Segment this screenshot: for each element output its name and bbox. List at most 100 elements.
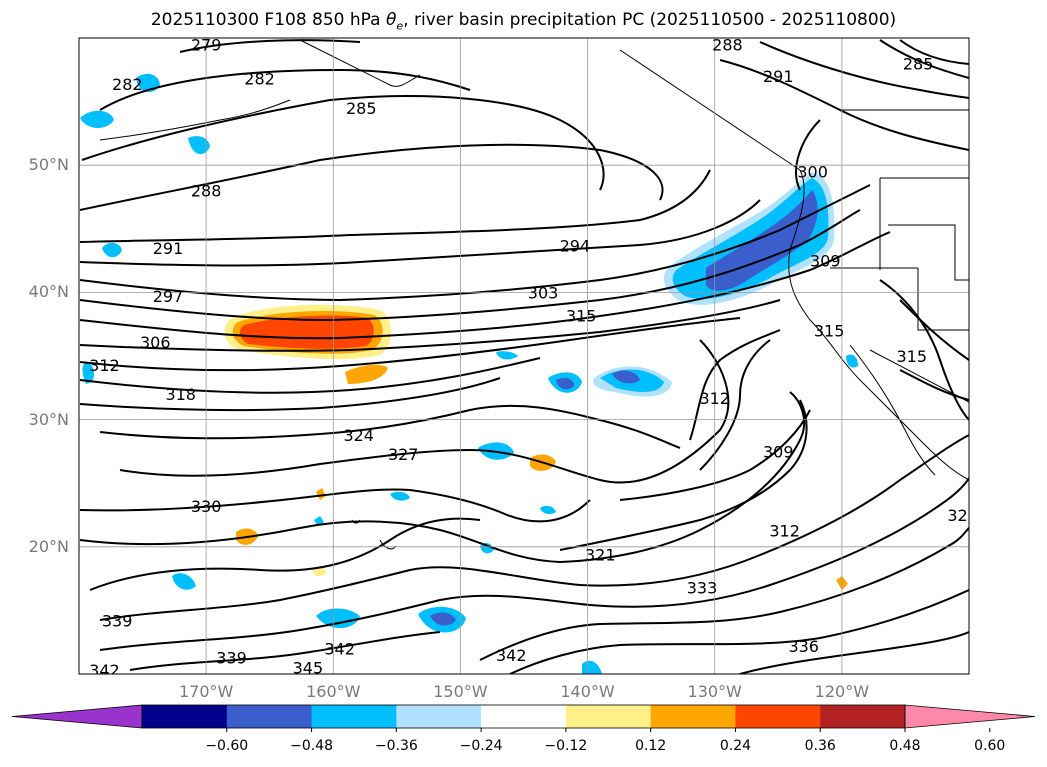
title-prefix: 2025110300 F108 850 hPa (150, 10, 386, 30)
contour-line (899, 369, 969, 401)
contour-label: 330 (191, 497, 222, 516)
coastline-northamerica (788, 169, 969, 481)
graticule (79, 38, 969, 674)
precip-positive-core (239, 315, 374, 349)
title-suffix: , river basin precipitation PC (20251105… (403, 10, 897, 30)
map-frame (78, 37, 970, 675)
contour-line (119, 339, 730, 484)
contour-label: 321 (585, 545, 616, 564)
colorbar-segment (142, 705, 228, 728)
contour-line (79, 199, 761, 267)
contour-label: 282 (244, 70, 275, 89)
colorbar-tick-label: −0.60 (205, 738, 249, 754)
chart-title: 2025110300 F108 850 hPa θe, river basin … (0, 10, 1047, 32)
precip-positive-small (345, 364, 388, 384)
map-plot-area: 279 282 282 285 288 291 294 297 303 306 312 315 318 3… (79, 35, 978, 680)
coastline-hawaii (379, 539, 397, 550)
contour-label: 285 (903, 54, 934, 73)
contour-label: 327 (388, 445, 419, 464)
precip-negative-small (480, 543, 494, 554)
coastline-alaska-panhandle (619, 49, 801, 171)
colorbar-segment (226, 705, 313, 728)
coastline-aleutians (99, 99, 291, 141)
contour-line (79, 299, 781, 352)
contour-line (879, 279, 969, 421)
contour-label: 333 (687, 579, 718, 598)
precip-positive-small (316, 488, 326, 500)
contour-line (759, 41, 969, 99)
contour-label: 279 (191, 35, 222, 54)
colorbar-tick-label: 0.24 (719, 738, 752, 754)
contour-line (899, 39, 969, 65)
contour-label: 297 (153, 287, 184, 306)
contour-labels: 279 282 282 285 288 291 294 297 303 306 312 315 318 3… (89, 35, 978, 680)
contour-label: 291 (153, 239, 184, 258)
coastlines (99, 39, 969, 550)
precip-negative-small (612, 370, 640, 384)
precip-negative-small (82, 361, 95, 384)
precip-negative-small (172, 573, 196, 590)
contour-label: 339 (102, 612, 133, 631)
contour-label: 312 (89, 356, 120, 375)
contour-line (79, 169, 711, 243)
longitude-tick-label: 140°W (560, 682, 615, 701)
contour-line (79, 488, 591, 523)
colorbar-segment (311, 705, 397, 728)
contour-label: 300 (797, 163, 828, 182)
contour-line (479, 527, 969, 661)
latitude-tick-label: 30°N (28, 409, 69, 429)
contour-line (619, 409, 811, 501)
contour-label: 336 (788, 637, 819, 656)
colorbar-segment (565, 705, 652, 728)
contour-label: 282 (112, 75, 143, 94)
contour-line (689, 329, 781, 441)
border-country (869, 349, 969, 403)
latitude-tick-label: 40°N (28, 282, 69, 302)
contour-label: 315 (566, 306, 597, 325)
contour-label: 309 (763, 442, 794, 461)
precip-negative-small (496, 351, 518, 360)
contour-label: 288 (712, 35, 743, 54)
longitude-tick-label: 130°W (687, 682, 742, 701)
contour-label: 342 (89, 661, 120, 680)
colorbar-segment (735, 705, 821, 728)
contour-label: 294 (560, 236, 591, 255)
colorbar-extend-low (11, 704, 143, 729)
contour-line (879, 39, 969, 79)
longitude-tick-label: 150°W (433, 682, 488, 701)
colorbar-tick-label: −0.36 (374, 738, 418, 754)
contour-line (99, 404, 681, 449)
border-state (917, 268, 969, 331)
contour-label: 309 (810, 252, 841, 271)
contour-label: 312 (769, 521, 800, 540)
contour-line (739, 631, 969, 674)
precip-negative-small (80, 110, 114, 128)
precip-negative-small (390, 491, 410, 501)
contour-line (79, 391, 806, 564)
contour-line (99, 434, 969, 621)
precip-negative-core (706, 190, 818, 291)
colorbar-segment (396, 705, 482, 728)
coastline-baja (849, 344, 936, 476)
contour-label: 285 (346, 99, 377, 118)
coastline-hawaii (351, 519, 361, 524)
contour-line (509, 589, 969, 674)
contour-label: 291 (763, 67, 794, 86)
precip-negative-small (102, 242, 122, 258)
contour-label: 324 (947, 506, 978, 525)
border-state (888, 224, 969, 281)
contour-line (79, 377, 501, 412)
colorbar-extend-high (904, 704, 1036, 729)
precip-negative-small (582, 660, 602, 674)
colorbar-segment (820, 705, 906, 728)
contour-label: 288 (191, 182, 222, 201)
contour-line (89, 517, 481, 591)
contour-label: 324 (343, 426, 374, 445)
colorbar-segment (481, 705, 567, 728)
colorbar-tick-label: −0.12 (544, 738, 588, 754)
precip-negative-small (846, 354, 858, 368)
contour-label: 315 (897, 347, 928, 366)
contour-label: 342 (496, 646, 527, 665)
contour-line (129, 631, 441, 671)
colorbar-tick-label: 0.12 (635, 738, 667, 754)
